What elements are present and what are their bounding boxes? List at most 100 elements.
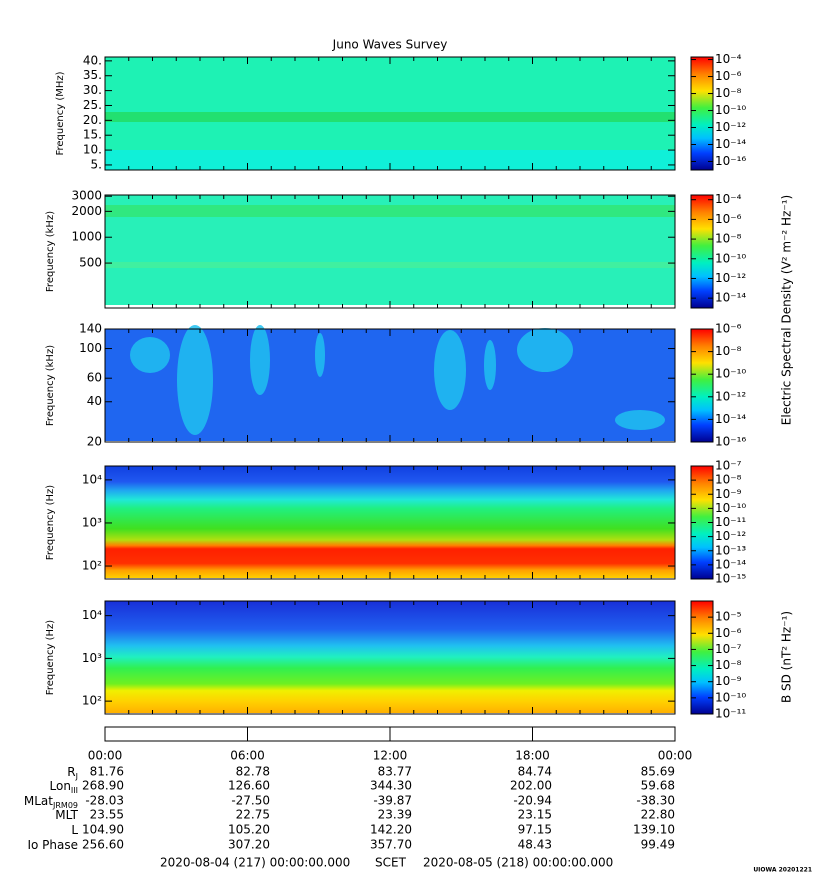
ephemeris-value: 23.15	[518, 808, 552, 822]
ephemeris-value: 344.30	[370, 779, 412, 793]
colorbar-tick-label: 10⁻¹⁰	[715, 501, 746, 515]
colorbar-tick-label: 10⁻⁴	[715, 52, 742, 66]
ephemeris-value: -27.50	[231, 794, 270, 808]
colorbar-tick-label: 10⁻¹⁴	[715, 291, 746, 305]
colorbar-tick-label: 10⁻¹⁰	[715, 690, 746, 704]
colorbar-tick-label: 10⁻¹¹	[715, 515, 746, 529]
ephemeris-name: MLT	[55, 808, 78, 822]
colorbar-tick-label: 10⁻⁶	[715, 69, 742, 83]
ephemeris-value: -20.94	[513, 794, 552, 808]
y-tick-label: 10²	[82, 694, 102, 708]
ephemeris-label: MLT	[55, 808, 78, 822]
y-tick-label: 25.	[83, 98, 102, 112]
colorbar-tick-label: 10⁻⁷	[715, 459, 742, 473]
y-tick-label: 20.	[83, 113, 102, 127]
footer-scet: SCET	[375, 856, 407, 870]
colorbar-tick-label: 10⁻¹⁰	[715, 367, 746, 381]
y-tick-label: 2000	[71, 204, 102, 218]
colorbar-tick-label: 10⁻⁵	[715, 610, 742, 624]
ephemeris-value: 84.74	[518, 765, 552, 779]
y-tick-label: 10⁴	[82, 472, 102, 486]
footer-start: 2020-08-04 (217) 00:00:00.000	[160, 856, 350, 870]
x-tick-label: 06:00	[230, 749, 265, 763]
ephemeris-value: 99.49	[641, 838, 675, 852]
y-tick-label: 10⁴	[82, 608, 102, 622]
colorbar-tick-label: 10⁻¹²	[715, 120, 746, 134]
colorbar-tick-label: 10⁻⁸	[715, 232, 742, 246]
colorbar-tick-label: 10⁻⁶	[715, 626, 742, 640]
y-tick-label: 35.	[83, 68, 102, 82]
colorbar-tick-label: 10⁻¹⁶	[715, 435, 746, 449]
x-tick-label: 00:00	[88, 749, 123, 763]
colorbar-tick-label: 10⁻⁹	[715, 674, 742, 688]
y-tick-label: 1000	[71, 230, 102, 244]
ephemeris-value: -38.30	[636, 794, 675, 808]
colorbar-tick-label: 10⁻¹³	[715, 543, 746, 557]
colorbar	[690, 328, 714, 443]
ephemeris-value: 256.60	[82, 838, 124, 852]
y-tick-label: 10²	[82, 559, 102, 573]
y-axis-label: Frequency (Hz)	[45, 485, 56, 561]
y-tick-label: 10³	[82, 515, 102, 529]
colorbar-tick-label: 10⁻¹¹	[715, 707, 746, 721]
y-tick-label: 10³	[82, 651, 102, 665]
colorbar-tick-label: 10⁻¹⁵	[715, 572, 746, 586]
y-tick-label: 40.	[83, 53, 102, 67]
colorbar-tick-label: 10⁻⁴	[715, 192, 742, 206]
colorbar-tick-label: 10⁻¹⁴	[715, 557, 746, 571]
ephemeris-value: 357.70	[370, 838, 412, 852]
x-tick-label: 00:00	[658, 749, 693, 763]
ephemeris-name: Io Phase	[27, 838, 78, 852]
ephemeris-value: 22.80	[641, 808, 675, 822]
y-tick-label: 30.	[83, 83, 102, 97]
ephemeris-subscript: J	[75, 772, 78, 781]
ephemeris-value: 83.77	[378, 765, 412, 779]
y-tick-label: 500	[79, 256, 102, 270]
ephemeris-value: 97.15	[518, 823, 552, 837]
ephemeris-value: 85.69	[641, 765, 675, 779]
colorbar-tick-label: 10⁻¹⁰	[715, 103, 746, 117]
colorbar-tick-label: 10⁻⁶	[715, 212, 742, 226]
colorbar-tick-label: 10⁻⁷	[715, 642, 742, 656]
ephemeris-label: MLatJRM09	[24, 794, 78, 810]
ephemeris-value: 202.00	[510, 779, 552, 793]
footer-end: 2020-08-05 (218) 00:00:00.000	[423, 856, 613, 870]
ephemeris-label: LonIII	[50, 779, 79, 795]
credit: UIOWA 20201221	[753, 867, 812, 874]
colorbar-tick-label: 10⁻⁹	[715, 487, 742, 501]
colorbar-tick-label: 10⁻⁸	[715, 473, 742, 487]
colorbar-tick-label: 10⁻¹²	[715, 529, 746, 543]
colorbar-label: Electric Spectral Density (V² m⁻² Hz⁻¹)	[780, 195, 794, 425]
ephemeris-subscript: III	[71, 786, 78, 795]
ephemeris-name: Lon	[50, 779, 71, 793]
colorbar-tick-label: 10⁻¹⁴	[715, 137, 746, 151]
y-tick-label: 10.	[83, 143, 102, 157]
y-tick-label: 15.	[83, 128, 102, 142]
ephemeris-value: -39.87	[373, 794, 412, 808]
ephemeris-subscript: JRM09	[52, 801, 78, 810]
y-axis-label: Frequency (kHz)	[45, 345, 56, 426]
ephemeris-value: 82.78	[236, 765, 270, 779]
ephemeris-value: 139.10	[633, 823, 675, 837]
colorbar-tick-label: 10⁻¹²	[715, 389, 746, 403]
ephemeris-label: RJ	[67, 765, 78, 781]
ephemeris-value: 22.75	[236, 808, 270, 822]
y-tick-label: 100	[79, 341, 102, 355]
colorbar-tick-label: 10⁻¹²	[715, 271, 746, 285]
colorbar-tick-label: 10⁻⁸	[715, 658, 742, 672]
colorbar-tick-label: 10⁻¹⁶	[715, 154, 746, 168]
y-tick-label: 5.	[91, 157, 102, 171]
y-tick-label: 20	[87, 435, 102, 449]
spectrogram-images	[104, 57, 676, 742]
x-tick-label: 18:00	[515, 749, 550, 763]
ephemeris-name: L	[71, 823, 78, 837]
ephemeris-value: 81.76	[90, 765, 124, 779]
colorbar-label: B SD (nT² Hz⁻¹)	[780, 611, 794, 703]
y-axis-label: Frequency (MHz)	[55, 71, 66, 155]
ephemeris-label: Io Phase	[27, 838, 78, 852]
ephemeris-value: 23.39	[378, 808, 412, 822]
ephemeris-value: 126.60	[228, 779, 270, 793]
ephemeris-value: 59.68	[641, 779, 675, 793]
colorbar	[690, 600, 714, 715]
